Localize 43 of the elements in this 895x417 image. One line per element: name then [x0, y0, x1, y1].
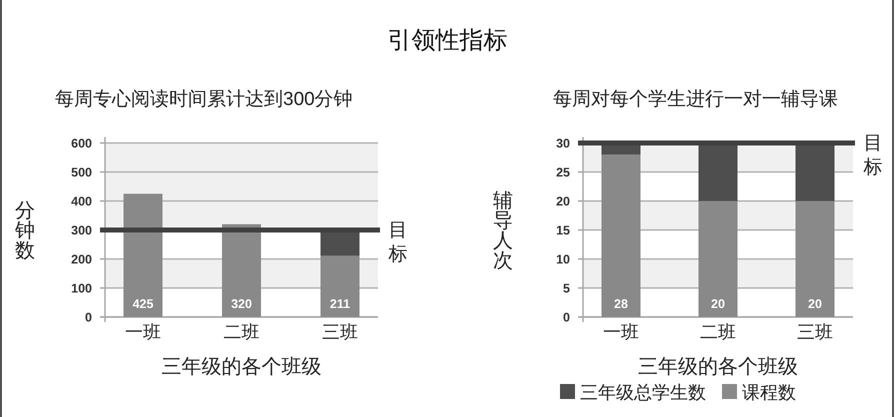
- bar: [698, 201, 738, 317]
- x-tick-label: 二班: [224, 322, 260, 342]
- chart-title: 每周对每个学生进行一对一辅导课: [553, 89, 838, 110]
- bar: [796, 201, 834, 317]
- data-label: 28: [614, 297, 628, 311]
- y-tick-label: 600: [71, 136, 92, 150]
- ref-line-label: 目标: [388, 220, 408, 265]
- y-tick-label: 400: [71, 194, 92, 208]
- data-label: 320: [231, 297, 252, 311]
- y-tick-label: 500: [71, 166, 92, 180]
- y-tick-label: 30: [556, 136, 570, 150]
- x-tick-label: 二班: [700, 322, 736, 342]
- y-tick-label: 300: [71, 224, 92, 238]
- y-tick-label: 10: [556, 252, 570, 266]
- x-tick-label: 三班: [322, 322, 358, 342]
- y-tick-label: 20: [556, 194, 570, 208]
- y-axis-title: 辅导人次: [493, 190, 513, 272]
- bar: [602, 154, 640, 317]
- x-tick-label: 一班: [603, 322, 639, 342]
- legend-label: 课程数: [742, 382, 796, 402]
- chart-title: 每周专心阅读时间累计达到300分钟: [55, 88, 353, 110]
- x-tick-label: 一班: [125, 322, 161, 342]
- data-label: 211: [330, 297, 350, 311]
- text: 引领性指标: [388, 27, 508, 54]
- x-axis-title: 三年级的各个班级: [638, 356, 798, 378]
- bar: [320, 256, 360, 317]
- y-tick-label: 5: [563, 282, 570, 296]
- y-tick-label: 100: [71, 282, 92, 296]
- x-axis-title: 三年级的各个班级: [162, 356, 322, 378]
- y-tick-label: 200: [71, 252, 92, 266]
- bar: [124, 194, 162, 317]
- y-axis-title: 分钟数: [14, 200, 35, 262]
- data-label: 20: [808, 297, 822, 311]
- y-tick-label: 0: [85, 310, 92, 324]
- data-label: 425: [132, 297, 154, 311]
- x-tick-label: 三班: [797, 322, 833, 342]
- y-tick-label: 25: [556, 166, 570, 180]
- legend-label: 三年级总学生数: [580, 382, 706, 402]
- ref-line-label: 目标: [862, 133, 882, 178]
- y-tick-label: 0: [563, 310, 570, 324]
- bar: [222, 224, 261, 317]
- y-tick-label: 15: [556, 224, 570, 238]
- data-label: 20: [711, 297, 725, 311]
